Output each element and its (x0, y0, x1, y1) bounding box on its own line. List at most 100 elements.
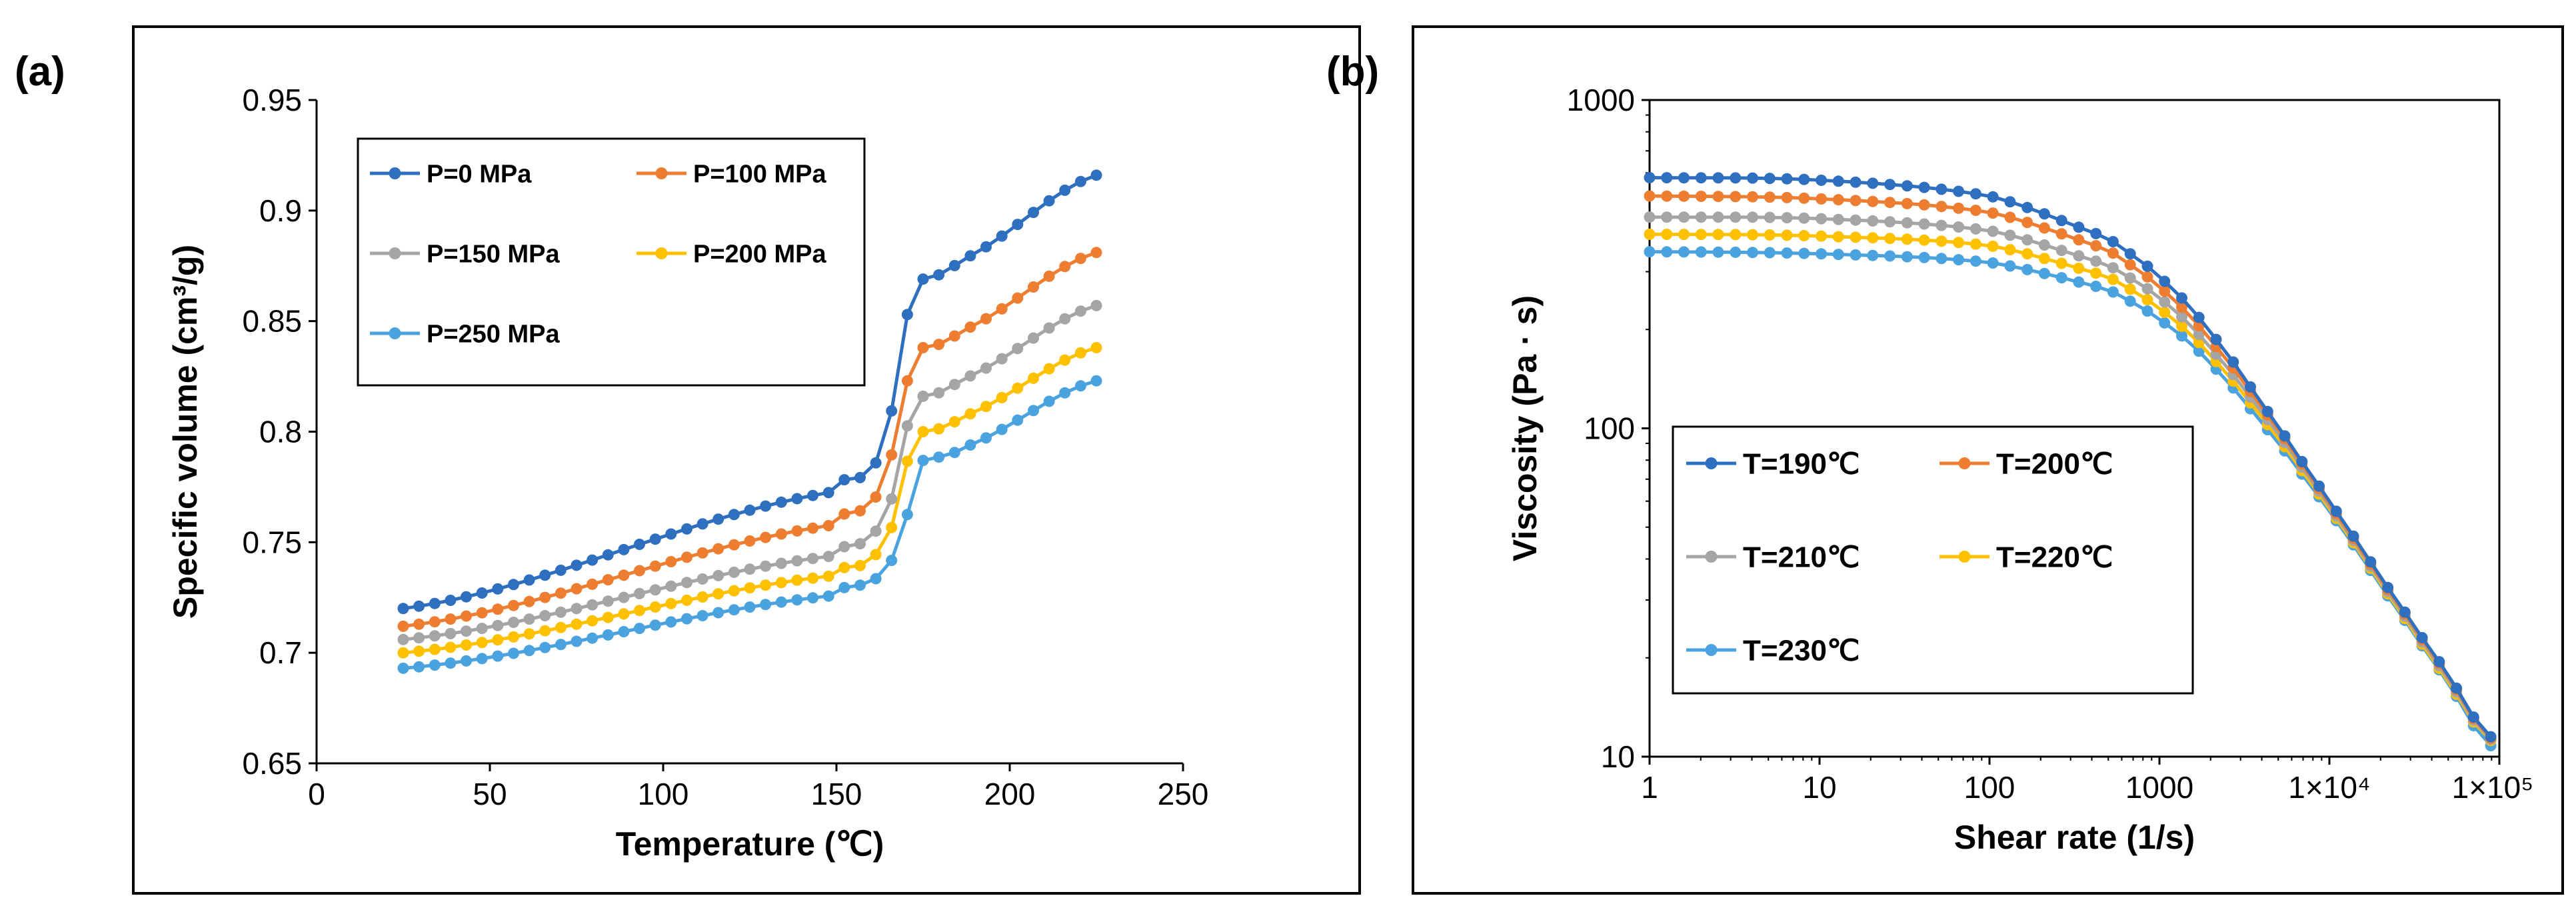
data-point (1867, 177, 1879, 189)
data-point (1747, 247, 1758, 259)
panel-a-frame (132, 25, 1361, 895)
data-point (1953, 254, 1965, 266)
data-point (1987, 207, 1999, 219)
data-point (602, 549, 614, 561)
data-point (728, 509, 740, 521)
data-point (1012, 382, 1024, 394)
data-point (760, 531, 772, 543)
data-point (822, 487, 834, 499)
data-point (712, 543, 724, 555)
data-point (2124, 295, 2136, 307)
data-point (838, 508, 850, 520)
x-tick-label: 0 (308, 777, 325, 811)
data-point (2004, 260, 2016, 272)
data-point (1695, 211, 1707, 223)
data-point (1764, 229, 1776, 241)
data-point (634, 565, 645, 577)
data-point (1918, 218, 1930, 230)
data-point (744, 582, 756, 594)
data-point (1935, 183, 1947, 195)
data-point (933, 451, 945, 463)
data-point (933, 423, 945, 435)
data-point (1059, 387, 1071, 399)
data-point (539, 610, 551, 621)
data-point (822, 570, 834, 582)
data-point (1678, 172, 1690, 184)
data-point (1884, 179, 1896, 191)
data-point (1969, 205, 1981, 216)
data-point (2159, 317, 2171, 329)
legend-marker (389, 327, 401, 339)
data-point (2467, 711, 2479, 723)
data-point (1798, 230, 1810, 241)
data-point (1850, 214, 1862, 226)
data-point (2021, 263, 2033, 275)
data-point (2073, 250, 2085, 262)
data-point (1090, 375, 1102, 387)
data-point (807, 489, 818, 501)
series-2 (397, 299, 1102, 645)
data-point (948, 416, 960, 428)
data-point (2261, 405, 2273, 417)
data-point (807, 592, 818, 604)
data-point (917, 273, 929, 285)
data-point (508, 599, 519, 611)
data-point (1028, 405, 1039, 417)
data-point (492, 634, 504, 646)
data-point (1935, 201, 1947, 213)
data-point (886, 405, 898, 417)
data-point (728, 566, 740, 578)
data-point (1712, 246, 1724, 258)
legend-marker (1958, 457, 1971, 469)
data-point (2107, 286, 2119, 298)
data-point (2347, 530, 2359, 542)
data-point (665, 597, 677, 609)
data-point (461, 610, 472, 622)
data-point (775, 528, 787, 540)
data-point (1987, 191, 1999, 203)
legend-label: T=190℃ (1743, 447, 1860, 480)
data-point (2055, 215, 2067, 227)
data-point (1867, 195, 1879, 207)
data-point (933, 339, 945, 351)
data-point (2141, 305, 2153, 317)
data-point (870, 457, 882, 469)
data-point (2176, 320, 2187, 332)
data-point (1695, 191, 1707, 202)
data-point (980, 432, 992, 444)
x-tick-label: 100 (1964, 770, 2015, 805)
data-point (413, 632, 425, 644)
data-point (2004, 196, 2016, 208)
data-point (2090, 281, 2102, 292)
data-point (1012, 343, 1024, 355)
data-point (1059, 354, 1071, 366)
data-point (2141, 271, 2153, 283)
data-point (886, 493, 898, 505)
data-point (1781, 229, 1793, 241)
data-point (2330, 505, 2342, 517)
legend-marker (655, 247, 668, 259)
data-point (807, 522, 818, 534)
data-point (1678, 246, 1690, 258)
data-point (523, 613, 535, 625)
data-point (1953, 221, 1965, 233)
data-point (492, 650, 504, 662)
data-point (1850, 249, 1862, 261)
data-point (571, 603, 583, 615)
y-tick-label: 0.95 (242, 83, 302, 117)
data-point (712, 569, 724, 581)
data-point (901, 420, 913, 432)
data-point (1661, 172, 1673, 184)
data-point (397, 603, 409, 615)
data-point (964, 439, 976, 451)
data-point (2107, 247, 2119, 259)
data-point (948, 379, 960, 391)
data-point (1678, 211, 1690, 223)
series-1 (397, 247, 1102, 632)
data-point (1816, 248, 1828, 260)
data-point (2090, 227, 2102, 239)
data-point (1012, 219, 1024, 231)
data-point (1764, 247, 1776, 259)
